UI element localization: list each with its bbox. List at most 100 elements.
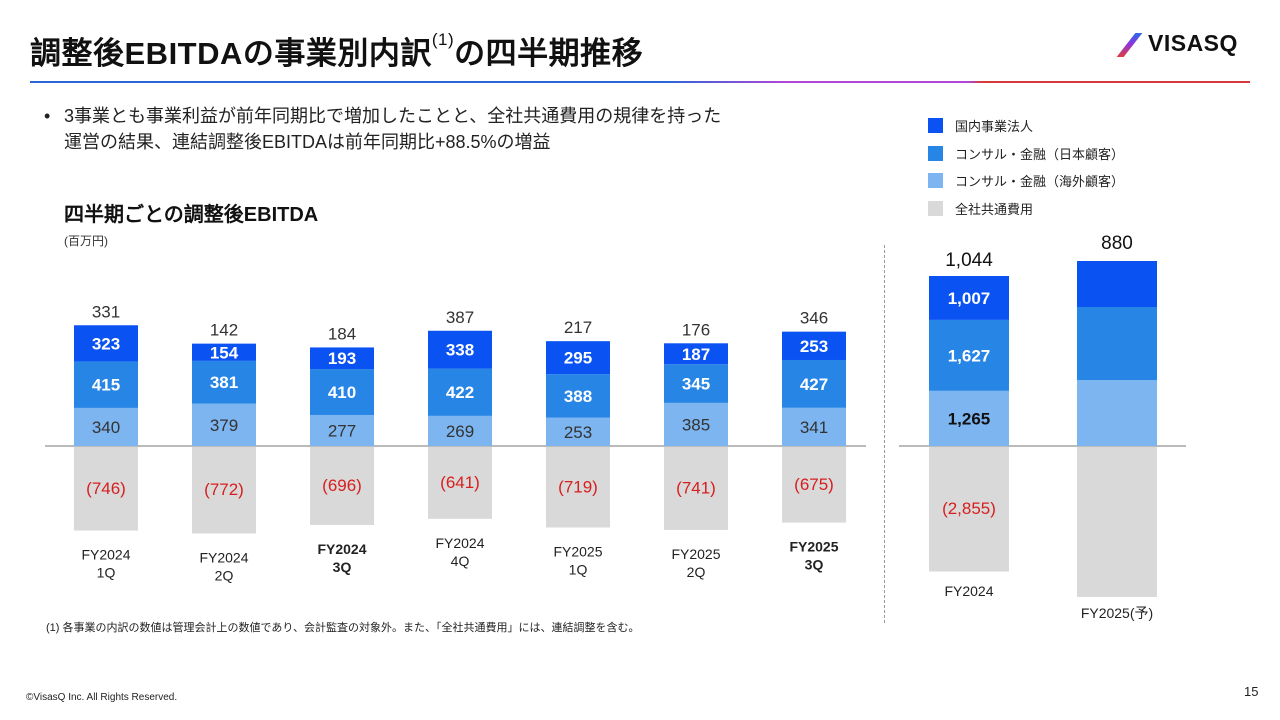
bar-segment-common_cost <box>74 447 138 531</box>
logo-wordmark: VISASQ <box>1148 30 1238 56</box>
x-tick-label: 2Q <box>687 564 706 580</box>
bar-value-label: 338 <box>446 341 474 360</box>
bar-negative-label: (641) <box>440 473 480 492</box>
legend-item-domestic: 国内事業法人 <box>928 112 1124 140</box>
bar-segment-domestic <box>929 276 1009 320</box>
bar-segment-common_cost <box>1077 447 1157 597</box>
bar-negative-label: (2,855) <box>942 499 996 518</box>
x-tick-label: FY2024 <box>435 535 484 551</box>
bar-negative-label: (746) <box>86 479 126 498</box>
chart-title: 四半期ごとの調整後EBITDA <box>64 204 319 226</box>
footnote: (1) 各事業の内訳の数値は管理会計上の数値であり、会計監査の対象外。また、「全… <box>46 622 640 634</box>
bar-value-label: 340 <box>92 418 120 437</box>
legend-item-consult-overseas: コンサル・金融（海外顧客） <box>928 167 1124 195</box>
bar-total-label: 880 <box>1101 233 1133 254</box>
bar-value-label: 385 <box>682 415 710 434</box>
bar-negative-label: (719) <box>558 477 598 496</box>
bullet-dot-icon: • <box>44 106 51 126</box>
bar-total-label: 176 <box>682 320 710 339</box>
legend-swatch <box>928 173 943 189</box>
legend-label: コンサル・金融（日本顧客） <box>955 146 1125 162</box>
legend-swatch <box>928 200 943 216</box>
bar-segment-common_cost <box>546 447 610 528</box>
x-tick-label: FY2025 <box>553 544 602 560</box>
bar-segment-consult_jp <box>546 374 610 418</box>
x-tick-label: 4Q <box>451 553 470 569</box>
legend-label: 国内事業法人 <box>955 119 1034 135</box>
bar-segment-domestic <box>74 325 138 362</box>
bar-value-label: 381 <box>210 373 238 392</box>
bar-value-label: 295 <box>564 349 592 368</box>
bar-value-label: 379 <box>210 416 238 435</box>
bar-value-label: 277 <box>328 421 356 440</box>
bar-value-label: 253 <box>564 423 592 442</box>
x-tick-label: FY2025 <box>671 546 720 562</box>
bar-value-label: 1,627 <box>948 346 991 365</box>
summary-bullet: • 3事業とも事業利益が前年同期比で増加したことと、全社共通費用の規律を持った … <box>44 103 864 155</box>
bar-value-label: 341 <box>800 418 828 437</box>
bar-negative-label: (696) <box>322 476 362 495</box>
bar-segment-domestic <box>428 330 492 369</box>
bar-segment-consult_overseas <box>310 414 374 446</box>
bar-value-label: 253 <box>800 337 828 356</box>
bar-total-label: 346 <box>800 309 828 328</box>
bar-segment-common_cost <box>664 447 728 530</box>
bar-segment-consult_overseas <box>782 407 846 446</box>
x-tick-label: FY2025 <box>789 539 838 555</box>
bar-value-label: 422 <box>446 383 474 402</box>
legend-item-common-cost: 全社共通費用 <box>928 195 1124 223</box>
bar-segment-consult_overseas <box>664 402 728 446</box>
summary-line-2: 運営の結果、連結調整後EBITDAは前年同期比+88.5%の増益 <box>64 132 551 152</box>
company-logo: VISASQ <box>1116 30 1238 57</box>
legend-swatch <box>928 145 943 161</box>
page-number: 15 <box>1244 684 1259 699</box>
bar-negative-label: (741) <box>676 478 716 497</box>
bar-value-label: 1,265 <box>948 409 991 428</box>
bar-total-label: 1,044 <box>945 250 993 271</box>
bar-negative-label: (675) <box>794 475 834 494</box>
title-suffix: の四半期推移 <box>454 36 644 71</box>
copyright: ©VisasQ Inc. All Rights Reserved. <box>26 692 178 703</box>
bar-segment-domestic <box>192 343 256 361</box>
legend-item-consult-jp: コンサル・金融（日本顧客） <box>928 140 1124 168</box>
summary-line-1: 3事業とも事業利益が前年同期比で増加したことと、全社共通費用の規律を持った <box>64 106 722 126</box>
bar-segment-domestic <box>546 341 610 375</box>
bar-total-label: 142 <box>210 321 238 340</box>
bar-value-label: 388 <box>564 387 592 406</box>
chart-unit: (百万円) <box>64 234 108 248</box>
x-tick-label: 3Q <box>805 557 824 573</box>
x-tick-label: 1Q <box>569 562 588 578</box>
bar-total-label: 331 <box>92 302 120 321</box>
bar-value-label: 427 <box>800 375 828 394</box>
legend-swatch <box>928 118 943 134</box>
bar-segment-consult_jp <box>929 319 1009 391</box>
bar-total-label: 184 <box>328 324 356 343</box>
bar-segment-consult_overseas <box>428 415 492 446</box>
bar-segment-common_cost <box>310 447 374 525</box>
chart-legend: 国内事業法人 コンサル・金融（日本顧客） コンサル・金融（海外顧客） 全社共通費… <box>928 112 1124 222</box>
bar-segment-common_cost <box>428 447 492 519</box>
x-tick-label: FY2024 <box>81 547 130 563</box>
bar-segment-consult_jp <box>782 359 846 408</box>
bar-value-label: 193 <box>328 349 356 368</box>
bar-segment-domestic <box>782 331 846 360</box>
bar-segment-domestic <box>664 343 728 365</box>
bar-segment-consult_overseas <box>74 407 138 446</box>
bar-segment-consult_jp <box>428 368 492 416</box>
title-footnote-ref: (1) <box>431 30 455 49</box>
bar-value-label: 345 <box>682 375 710 394</box>
bar-value-label: 154 <box>210 343 239 362</box>
bar-segment-domestic <box>310 347 374 370</box>
bar-value-label: 410 <box>328 383 356 402</box>
bar-segment-consult_jp <box>192 360 256 404</box>
bar-segment-consult_jp <box>664 364 728 403</box>
page-title: 調整後EBITDAの事業別内訳(1)の四半期推移 <box>30 28 643 73</box>
bar-segment-common_cost <box>782 447 846 523</box>
bar-segment-domestic <box>1077 261 1157 307</box>
x-tick-label: 3Q <box>333 559 352 575</box>
bar-segment-consult_jp <box>1077 307 1157 380</box>
bar-segment-common_cost <box>192 447 256 534</box>
bar-segment-consult_overseas <box>546 417 610 446</box>
bar-value-label: 269 <box>446 422 474 441</box>
bar-segment-consult_jp <box>74 361 138 408</box>
